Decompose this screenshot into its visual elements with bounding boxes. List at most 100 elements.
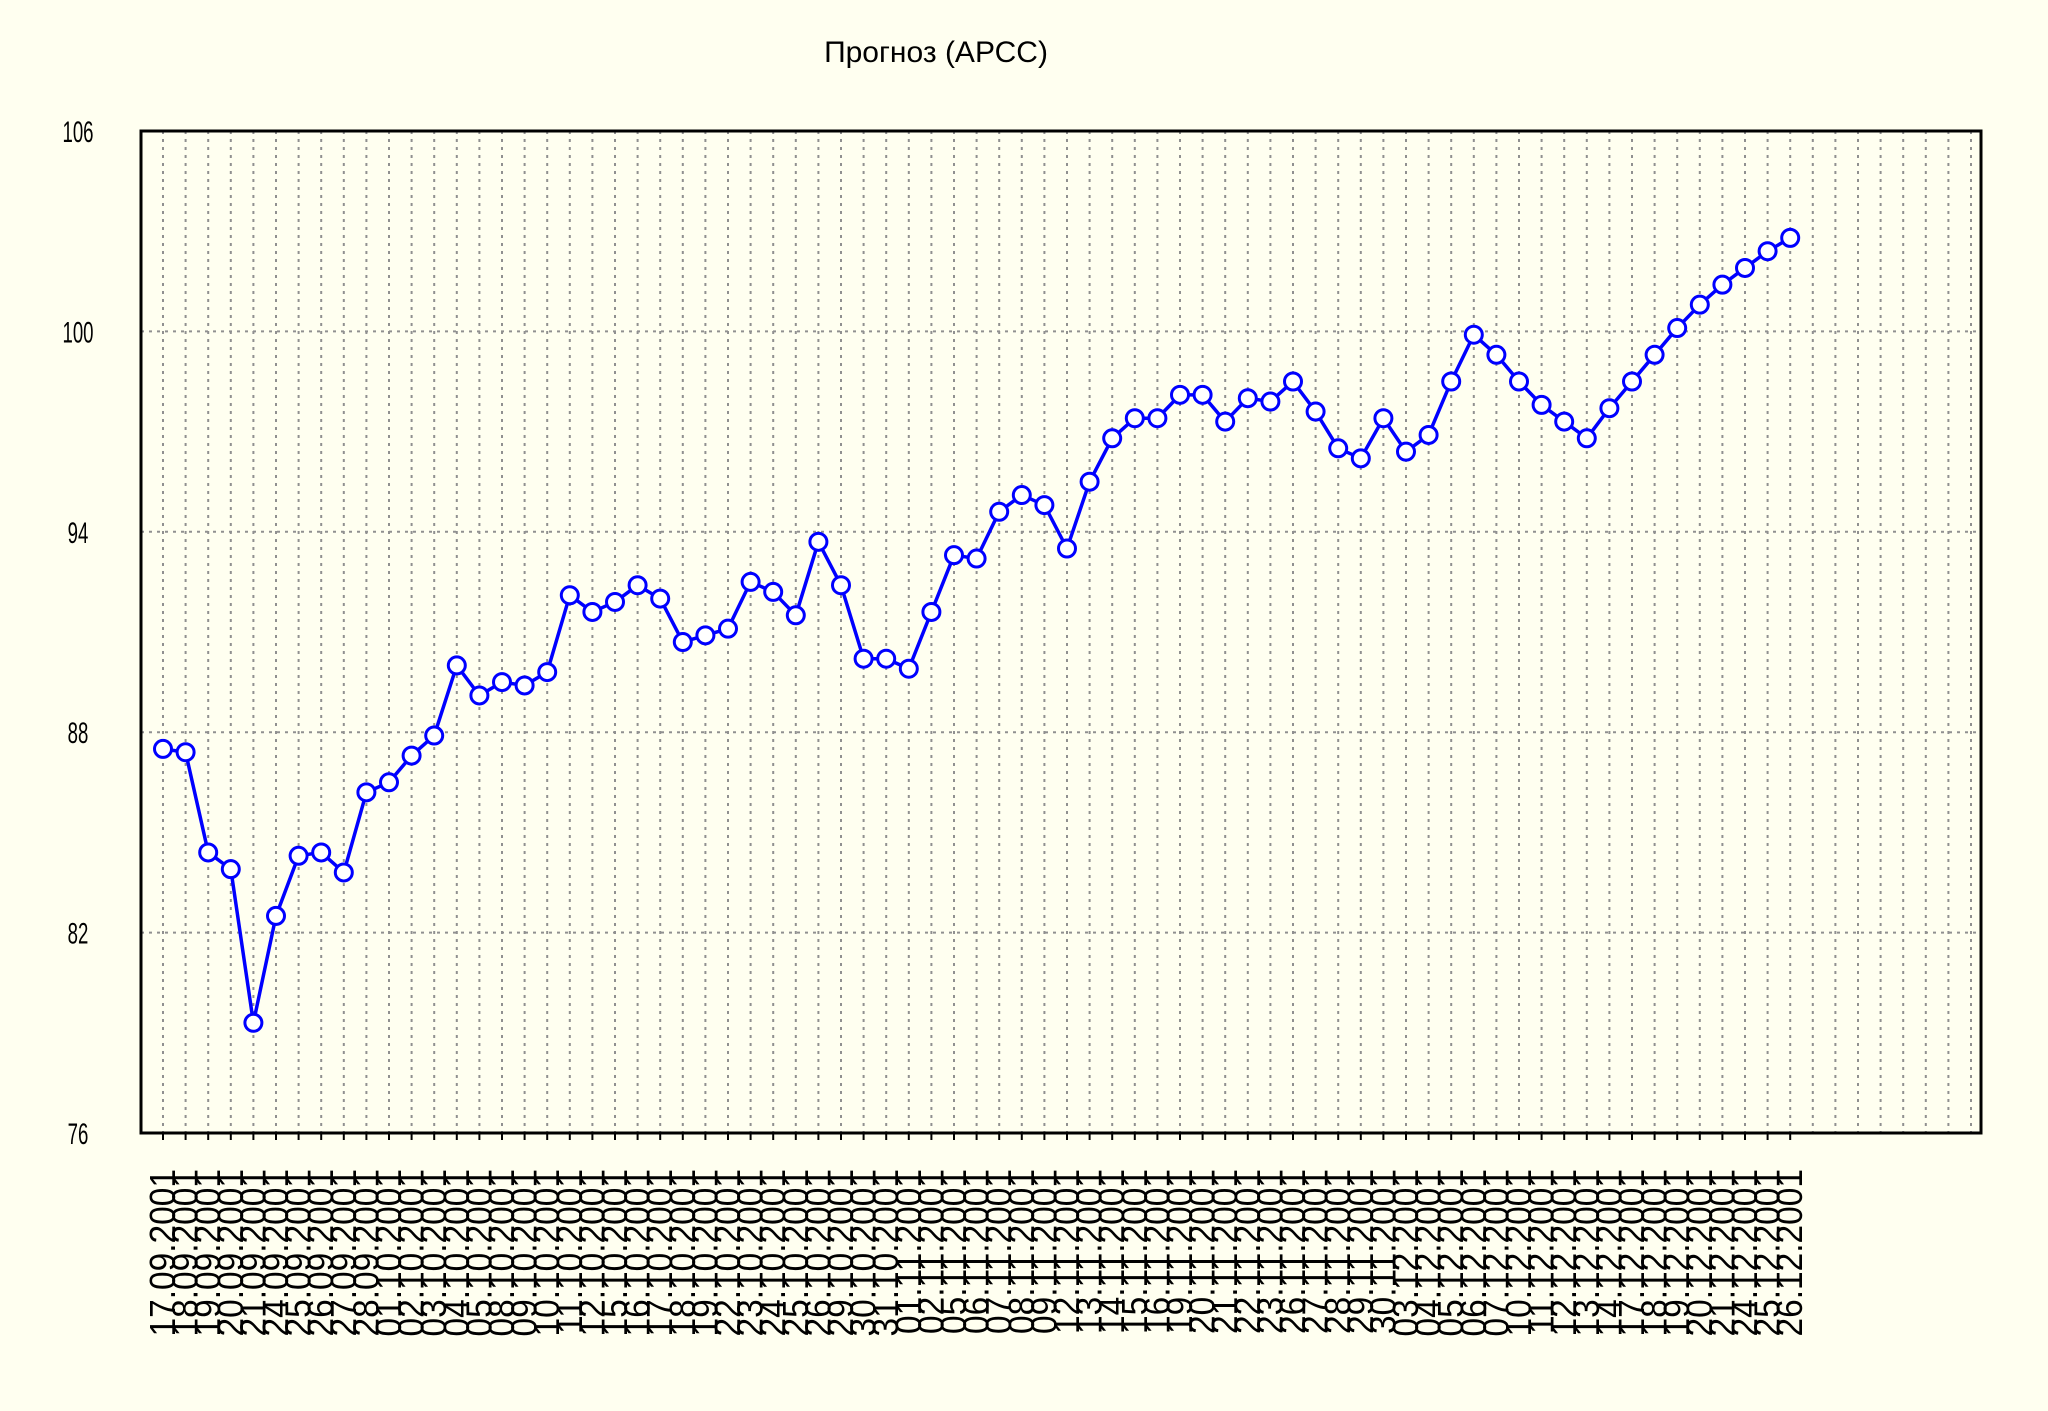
x-tick-label: 31.10.2001 <box>867 1169 906 1337</box>
data-point <box>831 575 851 596</box>
x-tick-label: 25.10.2001 <box>777 1169 816 1337</box>
data-point <box>989 501 1010 522</box>
data-point <box>672 632 693 653</box>
data-point <box>808 531 829 552</box>
x-tick-label: 13.12.2001 <box>1568 1169 1607 1337</box>
x-tick-label: 05.10.2001 <box>460 1169 499 1337</box>
data-point <box>1509 371 1529 392</box>
x-tick-label: 26.12.2001 <box>1771 1169 1810 1337</box>
x-tick-label: 11.12.2001 <box>1523 1169 1562 1334</box>
x-tick-label: 25.09.2001 <box>280 1169 319 1337</box>
data-point <box>740 571 761 592</box>
data-point <box>333 862 354 883</box>
data-point <box>243 1012 264 1033</box>
x-axis: 17.09.200118.09.200119.09.200120.09.2001… <box>144 1133 1810 1337</box>
data-point <box>1554 411 1575 432</box>
x-tick-label: 19.09.2001 <box>189 1169 228 1337</box>
x-tick-label: 05.12.2001 <box>1432 1169 1471 1337</box>
data-point <box>198 842 219 863</box>
data-point <box>1486 344 1507 365</box>
x-tick-label: 01.10.2001 <box>370 1169 409 1337</box>
y-tick-label: 100 <box>62 316 93 350</box>
data-point <box>1463 324 1484 345</box>
data-point <box>1215 411 1236 432</box>
x-tick-label: 12.10.2001 <box>573 1169 612 1337</box>
x-tick-label: 21.09.2001 <box>234 1169 273 1337</box>
data-point <box>401 745 422 766</box>
x-tick-label: 18.12.2001 <box>1636 1169 1675 1337</box>
data-point <box>921 601 942 622</box>
x-tick-label: 17.12.2001 <box>1613 1169 1652 1337</box>
data-point <box>1237 388 1258 409</box>
x-tick-label: 14.11.2001 <box>1093 1169 1132 1334</box>
x-tick-label: 29.11.2001 <box>1342 1169 1381 1334</box>
x-tick-label: 03.12.2001 <box>1387 1169 1426 1337</box>
x-tick-label: 01.11.2001 <box>890 1169 929 1334</box>
x-tick-label: 26.10.2001 <box>799 1169 838 1337</box>
data-point <box>153 738 173 759</box>
data-point <box>876 648 897 669</box>
data-point <box>853 648 874 669</box>
x-tick-label: 24.10.2001 <box>754 1169 793 1337</box>
x-tick-label: 06.11.2001 <box>958 1169 997 1334</box>
data-point <box>1283 371 1303 392</box>
y-tick-label: 82 <box>68 917 89 951</box>
data-point <box>356 782 377 803</box>
data-point <box>424 725 445 746</box>
y-tick-label: 76 <box>68 1118 89 1152</box>
x-tick-label: 10.10.2001 <box>528 1169 567 1337</box>
data-point <box>763 581 784 602</box>
data-point <box>1260 391 1281 412</box>
data-point <box>514 675 535 696</box>
data-point <box>1576 428 1597 449</box>
x-tick-label: 26.09.2001 <box>302 1169 341 1337</box>
data-point <box>1689 294 1710 315</box>
x-tick-label: 17.09.2001 <box>144 1169 183 1337</box>
x-tick-label: 23.11.2001 <box>1251 1169 1290 1334</box>
plot-frame <box>139 129 1983 1135</box>
data-point <box>1599 398 1620 419</box>
data-point <box>1644 344 1665 365</box>
data-point <box>627 575 648 596</box>
x-tick-label: 15.11.2001 <box>1116 1169 1155 1334</box>
x-tick-label: 16.11.2001 <box>1138 1169 1177 1334</box>
x-tick-label: 30.10.2001 <box>845 1169 884 1337</box>
x-tick-label: 19.10.2001 <box>686 1169 725 1337</box>
data-point <box>605 591 625 612</box>
x-tick-label: 22.11.2001 <box>1229 1169 1268 1334</box>
x-tick-label: 20.09.2001 <box>212 1169 251 1337</box>
x-tick-label: 21.11.2001 <box>1206 1169 1245 1334</box>
grid <box>141 131 1981 1133</box>
data-point <box>1011 485 1032 506</box>
x-tick-label: 14.12.2001 <box>1590 1169 1629 1337</box>
data-point <box>1735 257 1755 278</box>
data-point <box>898 658 919 679</box>
x-tick-label: 09.11.2001 <box>1025 1169 1064 1334</box>
data-point <box>1328 438 1349 459</box>
data-point <box>1622 371 1642 392</box>
data-point <box>311 842 332 863</box>
x-tick-label: 26.11.2001 <box>1274 1169 1313 1334</box>
data-point <box>175 742 196 763</box>
x-tick-label: 19.12.2001 <box>1658 1169 1697 1337</box>
data-point <box>1079 471 1100 492</box>
x-tick-label: 15.10.2001 <box>596 1169 635 1337</box>
data-point <box>379 772 399 793</box>
x-tick-label: 12.11.2001 <box>1048 1169 1087 1334</box>
x-tick-label: 16.10.2001 <box>619 1169 658 1337</box>
data-point <box>446 655 467 676</box>
x-tick-label: 21.12.2001 <box>1703 1169 1742 1337</box>
data-point <box>785 605 806 626</box>
data-point <box>492 672 512 693</box>
data-point <box>1057 538 1077 559</box>
data-point <box>266 905 286 926</box>
x-tick-label: 11.10.2001 <box>551 1169 590 1334</box>
x-tick-label: 29.10.2001 <box>822 1169 861 1337</box>
x-tick-label: 28.11.2001 <box>1319 1169 1358 1334</box>
x-tick-label: 02.10.2001 <box>393 1169 432 1337</box>
data-point <box>1305 401 1326 422</box>
x-tick-label: 09.10.2001 <box>506 1169 545 1337</box>
data-point <box>718 618 738 639</box>
series-group <box>153 227 1801 1033</box>
data-point <box>469 685 490 706</box>
